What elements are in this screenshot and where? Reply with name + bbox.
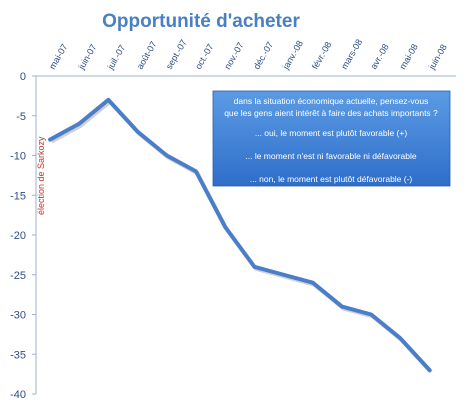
election-annotation: élection de Sarkozy: [36, 136, 46, 215]
x-tick-label: avr.-08: [368, 42, 390, 71]
option-unfavorable: ... non, le moment est plutôt défavorabl…: [250, 174, 413, 184]
x-tick-label: janv.-08: [280, 39, 305, 72]
y-tick-labels: 0 -5 -10 -15 -20 -25 -30 -35 -40: [10, 71, 26, 401]
x-tick-label: juin-07: [76, 43, 99, 72]
question-line-1: dans la situation économique actuelle, p…: [234, 96, 429, 106]
x-tick-label: mai-08: [397, 42, 419, 71]
x-tick-label: nov.-07: [222, 41, 245, 71]
x-tick-label: mars-08: [339, 37, 364, 71]
x-tick-label: oct.-07: [193, 42, 215, 71]
y-tick-label: -10: [10, 151, 26, 163]
y-tick-marks: [32, 75, 36, 395]
question-box: dans la situation économique actuelle, p…: [212, 90, 451, 187]
x-tick-label: févr.-08: [310, 40, 334, 71]
y-tick-label: -35: [10, 349, 26, 361]
y-tick-label: -25: [10, 270, 26, 282]
series-layer: [48, 97, 433, 374]
option-neutral: ... le moment n'est ni favorable ni défa…: [245, 151, 417, 161]
y-tick-label: -20: [10, 230, 26, 242]
y-tick-label: -30: [10, 310, 26, 322]
x-tick-label: août-07: [135, 40, 159, 71]
option-favorable: ... oui, le moment est plutôt favorable …: [255, 128, 408, 138]
x-tick-labels: mai-07 juin-07 juil.-07 août-07 sept.-07 oct.…: [47, 37, 449, 71]
x-tick-label: juil.-07: [105, 43, 127, 72]
x-tick-label: mai-07: [47, 42, 69, 71]
y-tick-label: -15: [10, 190, 26, 202]
y-tick-label: -5: [16, 111, 26, 123]
y-tick-label: 0: [20, 71, 26, 83]
question-line-2: que les gens aient intérêt à faire des a…: [224, 108, 438, 118]
x-tick-label: déc.-07: [251, 40, 275, 71]
y-tick-label: -40: [10, 389, 26, 401]
question-box-background: [212, 90, 451, 187]
x-tick-label: juin-08: [426, 43, 449, 72]
chart-title: Opportunité d'acheter: [102, 11, 300, 32]
series-line: [48, 97, 432, 373]
x-tick-label: sept.-07: [164, 38, 189, 71]
